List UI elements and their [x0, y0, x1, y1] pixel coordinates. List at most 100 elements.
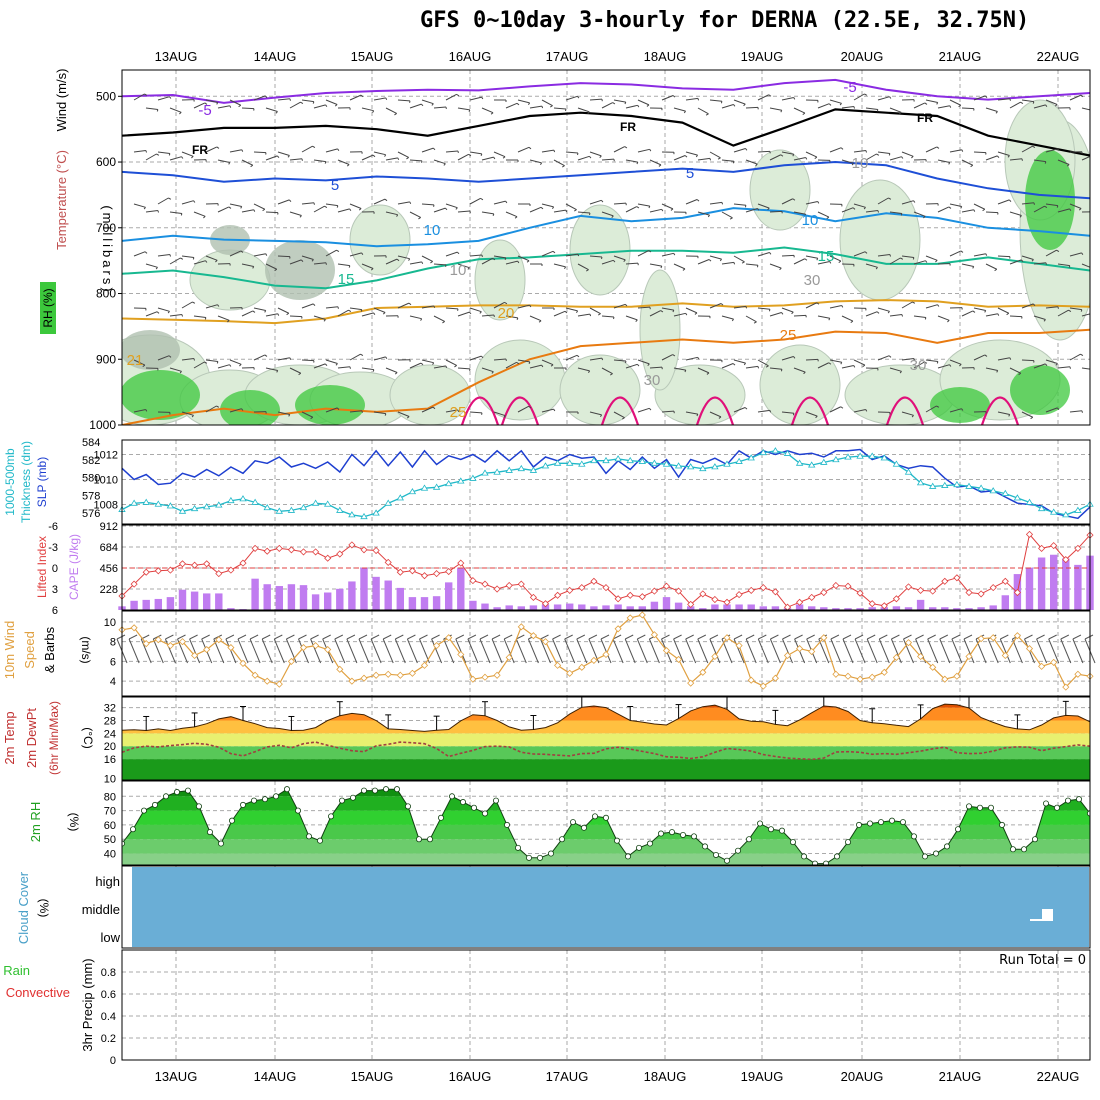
wind-barb-flag	[839, 103, 842, 106]
wind-barb-flag	[421, 261, 424, 265]
wind-barb	[370, 638, 382, 664]
temp-tick-label: 16	[104, 754, 116, 766]
wind-barb	[685, 151, 698, 156]
rh-marker	[658, 830, 665, 837]
wind-barb-flag	[325, 104, 328, 108]
wind-barb	[601, 367, 613, 375]
cape-bar	[747, 604, 755, 610]
thickness-marker	[892, 460, 901, 467]
wind-barb-flag	[204, 361, 208, 364]
thickness-marker	[251, 498, 259, 505]
wind-barb	[624, 638, 636, 664]
wind-speed-marker	[675, 655, 683, 664]
wind-barb	[625, 104, 638, 109]
wind-barb	[445, 150, 458, 153]
wind-barb-flag	[850, 320, 854, 324]
wind-barb-flag	[116, 634, 126, 640]
wind-barb	[241, 263, 254, 267]
wind-barb-flag	[769, 410, 772, 413]
wind-barb	[217, 105, 230, 109]
rh-marker	[492, 797, 499, 804]
slp-tick-label: 1010	[94, 475, 118, 487]
wind-barb-flag	[706, 372, 710, 375]
rh-marker	[526, 854, 533, 861]
wind-barb	[301, 99, 314, 103]
wind-barb	[382, 638, 394, 664]
li-marker	[178, 560, 187, 568]
wind-barb-flag	[313, 202, 315, 205]
wind-barb	[565, 354, 578, 361]
wind-barb	[301, 145, 313, 153]
wind-barb	[721, 363, 734, 369]
rh-marker	[768, 826, 775, 833]
wind-barb	[1081, 263, 1090, 268]
wind-speed-marker	[299, 644, 308, 652]
wind-barb	[145, 311, 158, 317]
wind-barb-flag	[816, 258, 819, 261]
wind-barb-flag	[250, 164, 254, 168]
wind-barb-flag	[948, 206, 952, 209]
wind-barb-flag	[229, 105, 232, 108]
wind-barb-flag	[298, 372, 302, 376]
wind-barb	[865, 210, 878, 213]
wind-barb-flag	[193, 200, 196, 203]
wind-speed-marker	[699, 668, 707, 676]
thickness-marker	[747, 454, 755, 461]
thickness-marker	[856, 452, 864, 459]
wind-barb	[181, 411, 194, 416]
wind-barb-flag	[683, 110, 686, 114]
wind-speed-marker	[554, 661, 562, 669]
wind-barb	[433, 159, 446, 165]
wind-barb-flag	[793, 97, 796, 100]
cape-tick-label: 684	[100, 542, 118, 554]
wind-barb	[649, 310, 661, 317]
wind-barb-flag	[888, 197, 892, 200]
axis-title-dewpt: 2m DewPt	[24, 708, 39, 768]
thickness-marker	[807, 461, 816, 468]
contour-label: 21	[127, 352, 144, 369]
wind-barb-flag	[625, 303, 628, 307]
wind-barb-flag	[937, 304, 940, 307]
wind-barb-flag	[237, 634, 247, 640]
wind-barb	[541, 250, 554, 257]
wind-barb	[565, 151, 578, 154]
wind-barb	[445, 359, 457, 366]
wind-barb	[721, 159, 734, 162]
wind-barb-flag	[1044, 363, 1048, 366]
wind-barb	[505, 361, 517, 369]
wind-barb-flag	[442, 321, 445, 324]
wind-barb	[757, 359, 769, 367]
wind-barb-flag	[467, 267, 470, 270]
wind-barb	[505, 211, 518, 218]
wind-barb-flag	[982, 208, 986, 212]
wind-barb	[253, 253, 266, 257]
wind-barb	[903, 638, 914, 664]
wind-barb-flag	[541, 105, 544, 109]
wind-barb-flag	[672, 354, 676, 357]
thickness-marker	[674, 462, 683, 469]
cape-bar	[832, 608, 840, 610]
wind-speed-marker	[215, 636, 223, 644]
cape-bar	[263, 584, 271, 610]
wind-barb	[1069, 94, 1082, 101]
isotherm-30	[460, 396, 500, 425]
wind-barb	[481, 367, 494, 373]
upper-air-plot	[122, 78, 1090, 425]
wind-barb-flag	[720, 101, 723, 104]
wind-barb	[745, 315, 757, 323]
wind-speed-marker	[880, 668, 888, 676]
wind-barb	[877, 307, 890, 312]
wind-barb	[733, 305, 746, 309]
thickness-marker	[832, 456, 840, 463]
wind-barb	[205, 255, 218, 261]
wind-barb	[913, 260, 926, 265]
wind-barb-flag	[745, 634, 755, 640]
wind-barb-flag	[528, 361, 531, 365]
wind-barb	[817, 211, 830, 218]
wind-barb-flag	[900, 257, 904, 260]
wind-barb	[145, 210, 158, 213]
wind-barb	[577, 367, 590, 372]
wind-barb-flag	[600, 414, 603, 418]
wind-barb	[1069, 353, 1081, 361]
thickness-marker	[590, 456, 598, 464]
